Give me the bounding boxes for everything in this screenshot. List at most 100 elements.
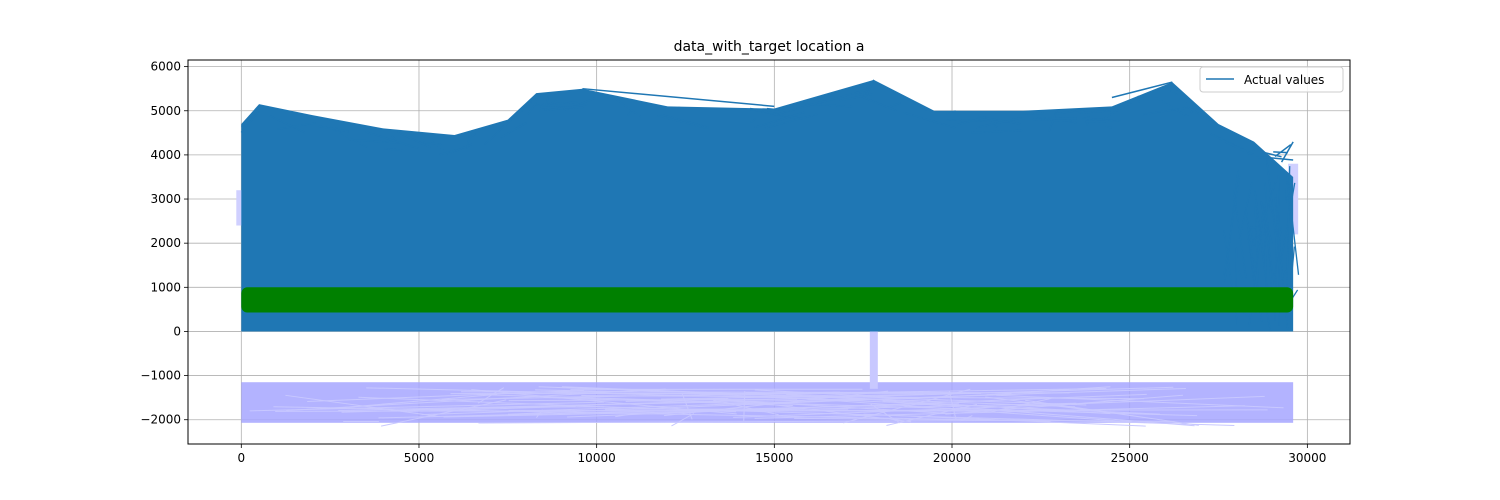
lilac-band-stroke bbox=[498, 406, 605, 408]
y-tick-label: 4000 bbox=[150, 148, 181, 162]
actual-values-peak-line bbox=[1111, 81, 1173, 99]
actual-values-line bbox=[855, 93, 897, 112]
actual-values-tail-line bbox=[1289, 246, 1296, 294]
actual-values-line bbox=[513, 98, 558, 129]
actual-values-line bbox=[1105, 126, 1113, 129]
actual-values-line bbox=[1210, 133, 1251, 156]
actual-values-line bbox=[536, 101, 578, 107]
actual-values-tail-line bbox=[1267, 203, 1275, 217]
series-actual-values bbox=[240, 79, 1300, 332]
y-axis: −2000 −1000 0 1000 2000 3000 4000 5000 6000 bbox=[140, 60, 188, 427]
chart-title: data_with_target location a bbox=[674, 39, 865, 55]
actual-values-line bbox=[466, 135, 470, 149]
actual-values-line bbox=[563, 97, 596, 112]
lilac-band-stroke bbox=[341, 386, 1174, 413]
actual-values-line bbox=[661, 113, 710, 129]
lilac-band-stroke bbox=[671, 413, 695, 427]
actual-values-tail-line bbox=[1253, 231, 1268, 241]
actual-values-tail-line bbox=[1285, 174, 1288, 203]
legend-box bbox=[1199, 66, 1344, 93]
actual-values-tail-line bbox=[1286, 194, 1289, 201]
lilac-band-stroke bbox=[754, 405, 1246, 419]
actual-values-line bbox=[993, 124, 998, 128]
actual-values-line bbox=[384, 147, 404, 152]
actual-values-line bbox=[657, 114, 708, 130]
lilac-band-stroke bbox=[478, 419, 1047, 424]
x-tick-label: 5000 bbox=[404, 451, 435, 465]
actual-values-line bbox=[1186, 105, 1212, 122]
x-tick-label: 30000 bbox=[1288, 451, 1326, 465]
actual-values-line bbox=[750, 118, 757, 123]
y-tick-label: 0 bbox=[173, 324, 181, 338]
actual-values-line bbox=[1154, 96, 1187, 117]
actual-values-tail-line bbox=[1285, 166, 1291, 303]
actual-values-line bbox=[859, 90, 869, 94]
lilac-band-stroke bbox=[713, 399, 779, 416]
actual-values-line bbox=[1054, 108, 1088, 115]
data-layer bbox=[236, 79, 1300, 427]
actual-values-line bbox=[500, 121, 528, 139]
actual-values-line bbox=[1037, 117, 1077, 120]
actual-values-line bbox=[546, 103, 588, 112]
actual-values-line bbox=[1273, 151, 1288, 154]
actual-values-line bbox=[971, 129, 1023, 134]
y-tick-label: 5000 bbox=[150, 104, 181, 118]
actual-values-line bbox=[678, 106, 687, 110]
lilac-band-stroke bbox=[285, 394, 438, 417]
actual-values-line bbox=[397, 131, 431, 149]
actual-values-line bbox=[901, 95, 928, 111]
y-tick-label: −1000 bbox=[140, 369, 181, 383]
actual-values-tail-line bbox=[1247, 226, 1263, 229]
actual-values-peak-line bbox=[866, 79, 875, 96]
actual-values-line bbox=[1262, 151, 1282, 158]
actual-values-tail-line bbox=[1273, 226, 1282, 283]
actual-values-line bbox=[772, 100, 824, 117]
actual-values-line bbox=[334, 127, 338, 130]
actual-values-line bbox=[627, 110, 632, 116]
legend-label-actual-values: Actual values bbox=[1244, 73, 1324, 87]
actual-values-line bbox=[1190, 102, 1196, 114]
actual-values-line bbox=[484, 100, 532, 146]
actual-values-tail-line bbox=[1254, 205, 1260, 303]
lilac-band-stroke bbox=[275, 409, 1268, 412]
legend: Actual values bbox=[1199, 66, 1344, 93]
lilac-band-series bbox=[236, 163, 1299, 427]
y-tick-label: 6000 bbox=[150, 60, 181, 74]
actual-values-line bbox=[1085, 120, 1122, 123]
actual-values-line bbox=[1175, 90, 1189, 116]
actual-values-line bbox=[348, 138, 401, 144]
actual-values-line bbox=[365, 130, 419, 149]
x-tick-label: 10000 bbox=[578, 451, 616, 465]
lilac-band-stroke bbox=[886, 403, 978, 427]
actual-values-line bbox=[268, 114, 306, 134]
actual-values-line bbox=[610, 95, 642, 118]
actual-values-line bbox=[956, 116, 987, 126]
lilac-band-stroke bbox=[581, 395, 1145, 400]
x-tick-label: 20000 bbox=[933, 451, 971, 465]
actual-values-line bbox=[318, 125, 349, 133]
actual-values-line bbox=[975, 117, 1022, 129]
lilac-band-stroke bbox=[681, 408, 1235, 426]
actual-values-tail-line bbox=[1232, 190, 1247, 279]
y-tick-label: 1000 bbox=[150, 280, 181, 294]
lilac-band-stroke bbox=[307, 389, 584, 403]
lilac-band-stroke bbox=[765, 403, 912, 423]
x-tick-label: 25000 bbox=[1111, 451, 1149, 465]
actual-values-tail-line bbox=[1260, 201, 1276, 288]
lilac-band-stroke bbox=[286, 388, 666, 411]
actual-values-line bbox=[1137, 95, 1140, 103]
y-tick-label: 2000 bbox=[150, 236, 181, 250]
actual-values-line bbox=[1274, 144, 1292, 158]
lilac-band-stroke bbox=[273, 406, 1051, 422]
actual-values-line bbox=[1078, 109, 1111, 114]
x-tick-label: 15000 bbox=[755, 451, 793, 465]
actual-values-line bbox=[527, 101, 538, 115]
lilac-band-stroke bbox=[996, 394, 1284, 409]
actual-values-peak-line bbox=[582, 87, 775, 108]
y-tick-label: −2000 bbox=[140, 413, 181, 427]
actual-values-line bbox=[241, 124, 248, 128]
lilac-band-stroke bbox=[380, 399, 507, 427]
actual-values-line bbox=[754, 111, 805, 129]
actual-values-line bbox=[764, 113, 818, 129]
